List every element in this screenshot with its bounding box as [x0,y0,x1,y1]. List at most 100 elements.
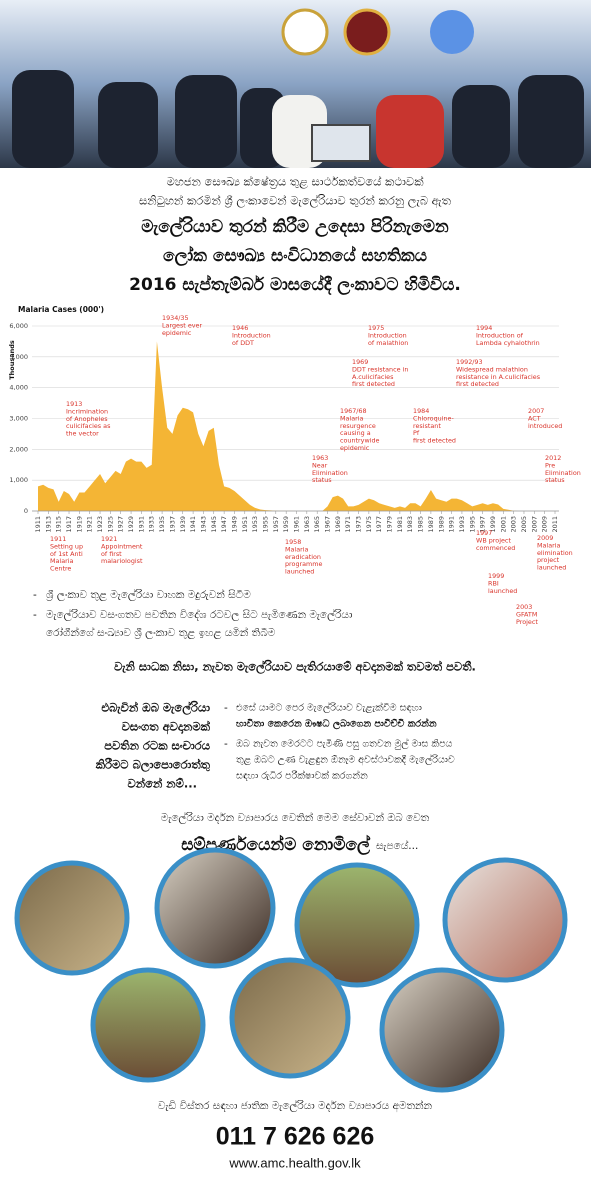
x-tick-label: 1963 [303,516,311,533]
annotation: A.culicifacies [352,373,394,381]
y-tick-label: 4,000 [9,384,28,392]
bullet-text: ශ්‍රී ලංකාව තුළ මැලේරියා වාහක මදුරුවන් ස… [46,587,252,602]
x-tick-label: 1955 [261,516,269,533]
annotation: commenced [476,544,515,552]
annotation: resistant [413,422,441,430]
x-tick-label: 1995 [468,516,476,533]
annotation: first detected [413,437,456,445]
y-tick-label: 6,000 [9,322,28,330]
x-tick-label: 2001 [499,516,507,533]
chart: Malaria Cases (000') Thousands 0 1,000 2,0… [8,305,581,626]
x-tick-label: 1921 [86,516,94,533]
annotation: Project [516,618,538,626]
risk-factors: - ශ්‍රී ලංකාව තුළ මැලේරියා වාහක මදුරුවන්… [33,587,476,676]
annotation: 1997 [476,529,492,537]
x-tick-label: 1951 [241,516,249,533]
question: කිරීමට බලාපොරොත්තු [96,757,211,774]
phone: 011 7 626 626 [216,1123,375,1151]
annotation: introduced [528,422,562,430]
x-tick-label: 1935 [158,516,166,533]
x-tick-label: 2007 [530,516,538,533]
x-tick-label: 1937 [168,516,176,533]
annotation: 2007 [528,407,544,415]
x-tick-label: 1977 [375,516,383,533]
annotation: countrywide [340,437,379,445]
advice: සඳහා රුධිර පරීක්ෂාවක් කරගන්න [236,768,368,781]
headline: මැලේරියාව තුරන් කිරීම උදෙසා පිරිනැමෙන [141,216,449,238]
annotation: 1963 [312,454,328,462]
annotation: Pre [545,461,555,469]
chart-title: Malaria Cases (000') [18,305,104,314]
annotation: Near [312,461,328,469]
x-tick-label: 1947 [220,516,228,533]
x-tick-label: 1993 [458,516,466,533]
x-tick-label: 1941 [189,516,197,533]
intro-line: සනිටුහන් කරමින් ශ්‍රී ලංකාවෙන් මැලේරියාව… [139,193,452,208]
contact-line: වැඩි විස්තර සඳහා ජාතික මැලේරියා මර්දන ව්… [158,1098,433,1113]
annotation: status [312,476,332,484]
x-tick-label: 1971 [344,516,352,533]
annotation: 1946 [232,324,248,332]
x-tick-label: 1949 [230,516,238,533]
annotation: culicifacies as [66,422,111,430]
annotation: 1975 [368,324,384,332]
x-tick-label: 1985 [417,516,425,533]
annotation: 1984 [413,407,429,415]
annotation: the vector [66,430,99,438]
service-line: මැලේරියා මර්දන ව්‍යාපාරය වෙතින් මෙම සේවා… [161,810,430,825]
x-tick-label: 1983 [406,516,414,533]
annotation: resistance in A.culicifacies [456,373,541,381]
bullet-text: රෝගීන්ගේ සංඛ්‍යාව ශ්‍රී ලංකාව තුළ ඉහළ යම… [46,625,276,640]
annotation: resurgence [340,422,376,430]
annotation: 2003 [516,603,532,611]
conclusion: වැනි සාධක නිසා, නැවත මැලේරියාව පැතිරයාමේ… [114,659,476,676]
annotation: Elimination [545,469,581,477]
headline: ලෝක සෞඛ්‍ය සංවිධානයේ සහතිකය [163,245,427,267]
bullet-marker: - [33,589,37,601]
x-tick-label: 1923 [96,516,104,533]
annotation: malariologist [101,557,143,565]
intro-line: මහජන සෞඛ්‍ය ක්ෂේත්‍රය තුළ සාර්ථකත්වයේ කථ… [166,174,424,189]
annotation: of malathion [368,339,408,347]
annotation: Introduction [232,331,271,339]
x-tick-label: 1943 [199,516,207,533]
headline: 2016 සැප්තැම්බර් මාසයේදී ලංකාවට හිමිවිය. [129,274,461,296]
annotation: epidemic [162,329,192,337]
x-tick-label: 1931 [137,516,145,533]
x-tick-label: 1997 [479,516,487,533]
x-tick-label: 1959 [282,516,290,533]
x-tick-label: 1989 [437,516,445,533]
annotation: DDT resistance in [352,365,408,373]
annotation: elimination [537,549,573,557]
question: පවතින රටක සංචාරය [104,739,210,753]
annotation: 2009 [537,534,553,542]
annotation: Chloroquine- [413,414,454,422]
x-tick-label: 2009 [541,516,549,533]
photo-circles [14,847,568,1093]
annotation: first detected [352,380,395,388]
annotation: Pf [413,429,420,437]
annotation: 1911 [50,535,66,543]
y-tick-label: 1,000 [9,476,28,484]
annotation: Largest ever [162,321,202,329]
annotation: 1921 [101,535,117,543]
y-tick-label: 5,000 [9,353,28,361]
service-suffix: සැපයේ... [376,838,418,852]
annotation: GFATM [516,610,537,618]
annotation: first detected [456,380,499,388]
x-tick-label: 1945 [210,516,218,533]
question: එබැවින් ඔබ මැලේරියා [101,700,210,717]
x-tick-label: 1987 [427,516,435,533]
x-tick-label: 2003 [510,516,518,533]
annotation: programme [285,560,323,568]
bullet-marker: - [224,702,228,714]
annotation: Malaria [50,557,74,565]
annotation: of Anopheles [66,415,108,423]
x-tick-label: 1911 [34,516,42,533]
annotation: Malaria [537,541,561,549]
bullet-marker: - [33,609,37,621]
x-tick-label: 1933 [148,516,156,533]
annotation: launched [285,568,314,576]
travel: එබැවින් ඔබ මැලේරියා වසංගත අවදානමක් පවතින… [96,700,455,791]
area [38,341,555,511]
